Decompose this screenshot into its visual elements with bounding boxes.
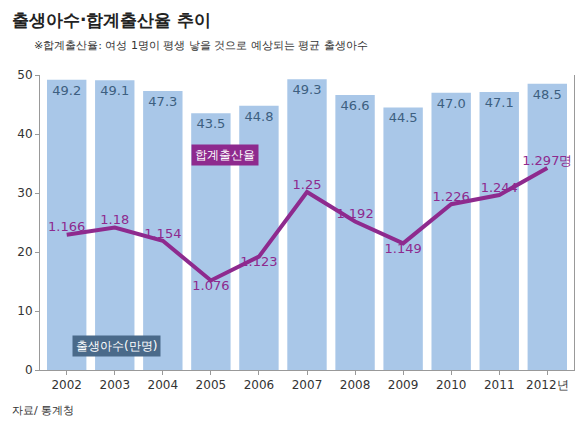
- svg-text:47.3: 47.3: [148, 94, 177, 109]
- svg-text:20: 20: [17, 245, 32, 259]
- svg-text:46.6: 46.6: [341, 98, 370, 113]
- svg-text:2011: 2011: [484, 378, 515, 392]
- svg-text:1.25: 1.25: [293, 177, 322, 192]
- svg-text:※합계출산율: 여성 1명이 평생 낳을 것으로 예상되는: ※합계출산율: 여성 1명이 평생 낳을 것으로 예상되는 평균 출생아수: [34, 39, 368, 52]
- svg-text:44.8: 44.8: [244, 109, 273, 124]
- svg-text:1.149: 1.149: [385, 241, 422, 256]
- svg-text:1.154: 1.154: [144, 226, 181, 241]
- svg-text:44.5: 44.5: [389, 110, 418, 125]
- svg-text:1.192: 1.192: [336, 206, 373, 221]
- svg-text:1.076: 1.076: [192, 278, 229, 293]
- svg-text:43.5: 43.5: [196, 116, 225, 131]
- svg-text:1.244: 1.244: [481, 180, 518, 195]
- svg-text:2006: 2006: [244, 378, 275, 392]
- svg-text:49.1: 49.1: [100, 83, 129, 98]
- svg-text:2008: 2008: [340, 378, 371, 392]
- svg-text:2004: 2004: [148, 378, 179, 392]
- svg-text:2002: 2002: [51, 378, 82, 392]
- svg-text:47.0: 47.0: [437, 96, 466, 111]
- svg-text:49.3: 49.3: [293, 82, 322, 97]
- svg-text:40: 40: [17, 127, 32, 141]
- svg-text:2005: 2005: [196, 378, 227, 392]
- svg-text:출생아수(만명): 출생아수(만명): [76, 339, 157, 353]
- svg-text:자료/ 통계청: 자료/ 통계청: [12, 404, 74, 417]
- svg-text:49.2: 49.2: [52, 83, 81, 98]
- svg-text:10: 10: [17, 304, 32, 318]
- svg-text:2007: 2007: [292, 378, 323, 392]
- svg-text:1.166: 1.166: [48, 219, 85, 234]
- svg-text:47.1: 47.1: [485, 95, 514, 110]
- svg-text:0: 0: [25, 363, 33, 377]
- svg-text:30: 30: [17, 186, 32, 200]
- svg-text:50: 50: [17, 68, 32, 82]
- svg-text:2012년: 2012년: [526, 378, 569, 392]
- svg-text:2003: 2003: [99, 378, 130, 392]
- svg-text:합계출산율: 합계출산율: [195, 148, 255, 162]
- svg-text:1.18: 1.18: [100, 212, 129, 227]
- svg-text:1.123: 1.123: [240, 254, 277, 269]
- svg-text:1.226: 1.226: [433, 189, 470, 204]
- svg-text:2009: 2009: [388, 378, 419, 392]
- svg-text:2010: 2010: [436, 378, 467, 392]
- svg-text:48.5: 48.5: [533, 87, 562, 102]
- svg-text:1.297명: 1.297명: [522, 153, 572, 168]
- svg-text:출생아수·합계출산율 추이: 출생아수·합계출산율 추이: [12, 10, 211, 30]
